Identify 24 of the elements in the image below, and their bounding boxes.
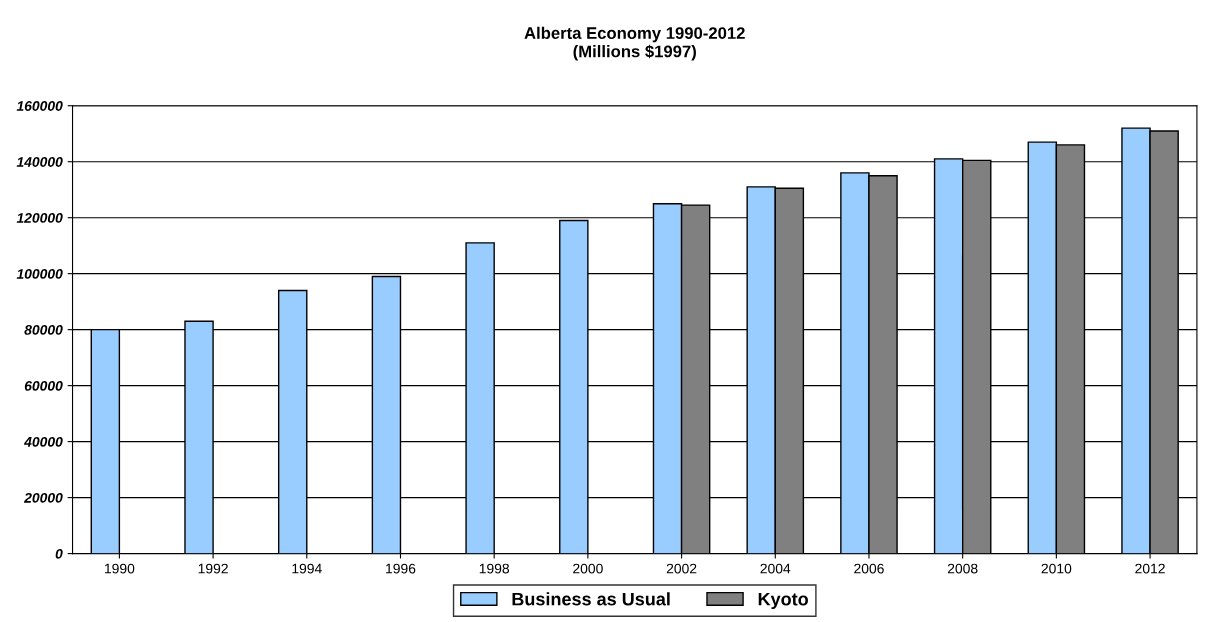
x-tick-label: 2012 [1135,563,1165,574]
y-tick-label: 160000 [16,101,63,111]
x-tick-label: 1996 [386,563,416,574]
x-tick-label: 2004 [760,563,791,574]
y-tick-label: 0 [55,548,63,559]
y-tick-label: 40000 [23,436,63,447]
x-tick-label: 1994 [292,563,322,574]
y-tick-label: 140000 [16,157,63,167]
x-tick-label: 1998 [479,563,510,574]
x-tick-label: 2000 [573,563,603,574]
x-tick-label: 2002 [666,563,697,574]
x-tick-label: 1992 [198,563,228,574]
legend-label: Business as Usual [512,592,670,606]
x-tick-label: 1990 [105,563,135,574]
x-tick-label: 2008 [947,563,978,574]
legend-label: Kyoto [758,592,808,610]
x-tick-label: 2006 [854,563,884,574]
x-tick-label: 2010 [1041,563,1072,574]
y-tick-label: 60000 [24,380,63,391]
y-tick-label: 120000 [16,213,63,223]
y-tick-label: 20000 [23,492,63,503]
chart-title: Alberta Economy 1990-2012 (Millions $1997) [524,26,745,61]
y-tick-label: 100000 [16,269,63,279]
y-tick-label: 80000 [24,324,63,335]
